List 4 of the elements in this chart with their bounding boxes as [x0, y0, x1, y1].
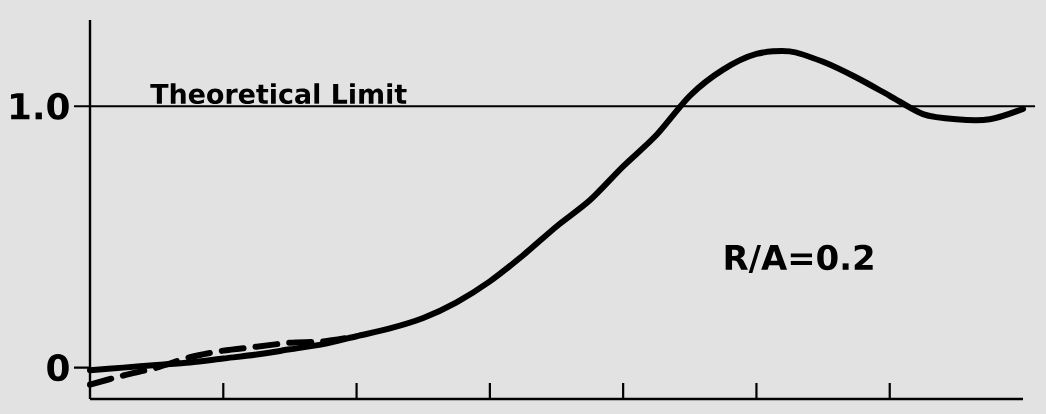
annotation: R/A=0.2: [725, 244, 873, 273]
y-tick-label: 1.0: [11, 92, 69, 120]
y-tick-label: 0: [47, 354, 69, 382]
ref-line-label: Theoretical Limit: [150, 83, 407, 105]
